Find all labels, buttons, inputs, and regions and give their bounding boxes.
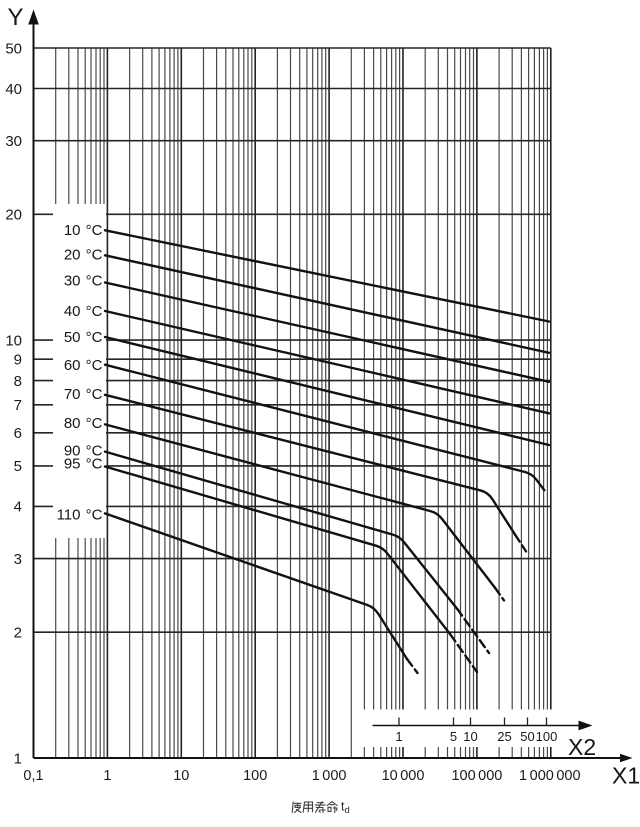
svg-text:50: 50 xyxy=(5,40,22,57)
svg-text:100 000: 100 000 xyxy=(451,768,502,784)
svg-text:1: 1 xyxy=(103,768,111,784)
svg-text:25: 25 xyxy=(497,729,511,744)
svg-text:1: 1 xyxy=(14,750,22,767)
svg-text:4: 4 xyxy=(14,499,22,516)
svg-text:70 °C: 70 °C xyxy=(64,386,103,403)
svg-text:X2: X2 xyxy=(568,734,596,760)
svg-text:1 000 000: 1 000 000 xyxy=(519,768,581,784)
svg-text:80 °C: 80 °C xyxy=(64,415,103,432)
svg-text:60 °C: 60 °C xyxy=(64,357,103,374)
svg-text:10: 10 xyxy=(463,729,477,744)
svg-text:40: 40 xyxy=(5,81,22,98)
svg-text:100: 100 xyxy=(536,729,558,744)
svg-text:50: 50 xyxy=(520,729,534,744)
svg-text:10: 10 xyxy=(173,768,189,784)
svg-text:95 °C: 95 °C xyxy=(64,456,103,473)
svg-text:3: 3 xyxy=(14,551,22,568)
svg-text:30 °C: 30 °C xyxy=(64,272,103,289)
svg-text:20 °C: 20 °C xyxy=(64,246,103,263)
svg-text:5: 5 xyxy=(14,458,22,475)
svg-text:1: 1 xyxy=(395,729,402,744)
svg-text:td: td xyxy=(341,800,350,817)
svg-text:100: 100 xyxy=(243,768,267,784)
svg-text:10: 10 xyxy=(5,332,22,349)
svg-text:110 °C: 110 °C xyxy=(57,506,103,523)
svg-text:5: 5 xyxy=(450,729,457,744)
svg-text:Y: Y xyxy=(8,4,24,31)
svg-text:0,1: 0,1 xyxy=(23,768,43,784)
svg-text:90 °C: 90 °C xyxy=(64,443,103,460)
svg-text:7: 7 xyxy=(14,397,22,414)
svg-text:1 000: 1 000 xyxy=(312,768,347,784)
svg-text:X1: X1 xyxy=(612,763,640,789)
svg-text:20: 20 xyxy=(5,207,22,224)
svg-text:10 °C: 10 °C xyxy=(64,222,103,239)
svg-text:2: 2 xyxy=(14,625,22,642)
svg-text:50 °C: 50 °C xyxy=(64,329,103,346)
svg-text:9: 9 xyxy=(14,352,22,369)
svg-text:30: 30 xyxy=(5,133,22,150)
svg-text:8: 8 xyxy=(14,373,22,390)
svg-text:6: 6 xyxy=(14,425,22,442)
svg-text:40 °C: 40 °C xyxy=(64,303,103,320)
svg-text:10 000: 10 000 xyxy=(382,768,425,784)
